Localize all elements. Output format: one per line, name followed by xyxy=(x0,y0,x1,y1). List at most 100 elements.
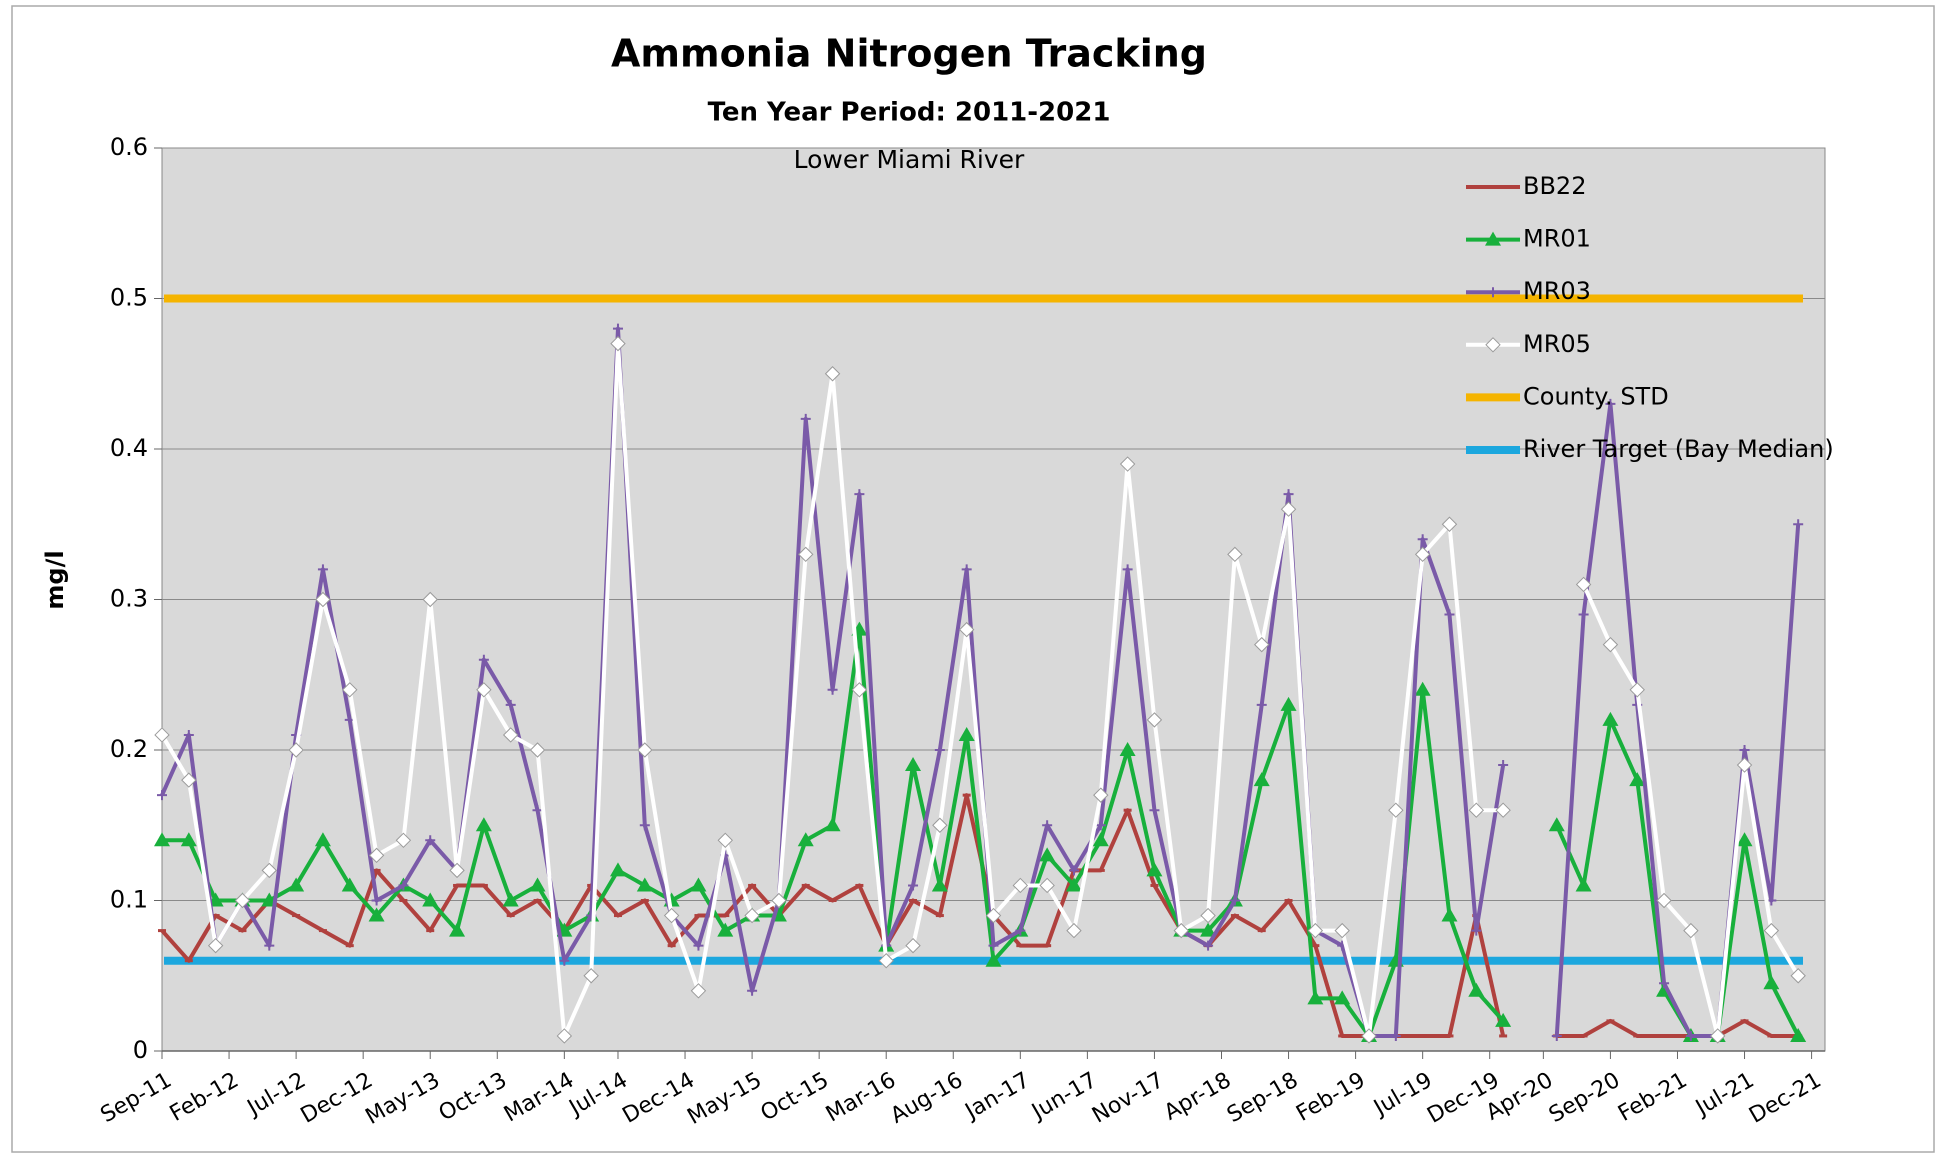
data-point xyxy=(425,835,436,846)
data-point xyxy=(1417,534,1428,545)
data-point xyxy=(1039,847,1056,862)
data-point xyxy=(1414,681,1431,696)
data-point xyxy=(1444,609,1455,620)
legend-label: MR03 xyxy=(1523,277,1591,305)
data-point xyxy=(1253,772,1270,787)
data-point xyxy=(478,654,489,665)
y-tick-label: 0 xyxy=(133,1036,148,1064)
data-point xyxy=(1227,546,1243,563)
legend-label: County. STD xyxy=(1523,382,1669,410)
data-point xyxy=(1119,456,1136,472)
data-point xyxy=(932,817,948,833)
data-point xyxy=(1495,802,1511,818)
data-point xyxy=(609,862,626,877)
data-point xyxy=(1254,636,1270,653)
data-point xyxy=(1575,877,1592,892)
data-point xyxy=(1441,516,1458,532)
data-point xyxy=(1256,699,1267,710)
data-point xyxy=(1390,1030,1401,1041)
data-point xyxy=(908,880,919,891)
data-point xyxy=(1763,975,1780,990)
data-point xyxy=(1334,922,1350,939)
data-point xyxy=(342,682,358,698)
data-point xyxy=(234,892,251,909)
data-point xyxy=(559,955,570,966)
data-point xyxy=(1659,978,1670,989)
data-point xyxy=(1790,1027,1807,1042)
data-point xyxy=(1146,862,1163,877)
legend-marker xyxy=(1485,337,1501,353)
data-point xyxy=(1629,682,1645,698)
data-point xyxy=(1283,489,1294,500)
annotation: Lower Miami River xyxy=(794,145,1025,174)
data-point xyxy=(1280,501,1297,517)
data-point xyxy=(1039,877,1055,894)
data-point xyxy=(827,684,838,695)
data-point xyxy=(449,922,466,937)
data-point xyxy=(505,699,516,710)
legend-label: MR01 xyxy=(1523,225,1591,253)
data-point xyxy=(154,832,170,847)
data-point xyxy=(717,832,733,849)
data-point xyxy=(1307,922,1324,939)
data-point xyxy=(1468,982,1485,997)
chart-subtitle: Ten Year Period: 2011-2021 xyxy=(708,98,1111,128)
data-point xyxy=(449,862,465,879)
data-point xyxy=(264,940,275,951)
data-point xyxy=(1575,576,1592,593)
data-point xyxy=(502,892,519,907)
data-point xyxy=(1042,820,1053,831)
data-point xyxy=(797,832,814,847)
data-point xyxy=(1441,907,1458,922)
data-point xyxy=(475,817,492,832)
data-point xyxy=(1685,1030,1696,1041)
data-point xyxy=(317,564,328,575)
data-point xyxy=(958,726,975,741)
chart-title: Ammonia Nitrogen Tracking xyxy=(611,32,1207,76)
data-point xyxy=(315,591,331,608)
data-point xyxy=(371,895,382,906)
data-point xyxy=(1149,805,1160,816)
y-axis-label: mg/l xyxy=(41,550,69,609)
data-point xyxy=(341,877,358,892)
data-point xyxy=(1710,1028,1726,1044)
y-tick-label: 0.4 xyxy=(110,434,148,462)
data-point xyxy=(988,940,999,951)
data-point xyxy=(1200,922,1217,937)
data-point xyxy=(1334,990,1351,1005)
data-point xyxy=(985,952,1002,967)
data-point xyxy=(690,877,707,892)
data-point xyxy=(180,832,197,847)
data-point xyxy=(1092,832,1109,847)
data-point xyxy=(1203,940,1214,951)
y-tick-label: 0.5 xyxy=(110,284,148,312)
data-point xyxy=(1361,1028,1377,1044)
legend-label: River Target (Bay Median) xyxy=(1523,435,1834,463)
data-point xyxy=(1629,772,1646,787)
data-point xyxy=(157,790,167,801)
data-point xyxy=(931,877,948,892)
data-point xyxy=(476,682,492,698)
data-point xyxy=(422,591,438,608)
legend-marker xyxy=(1488,287,1498,298)
data-point xyxy=(583,968,599,984)
data-point xyxy=(612,323,623,334)
data-point xyxy=(529,742,546,758)
data-point xyxy=(905,757,922,772)
data-point xyxy=(905,937,921,954)
data-point xyxy=(1307,990,1324,1005)
data-point xyxy=(1551,1030,1562,1041)
data-point xyxy=(744,907,760,924)
data-point xyxy=(1498,760,1509,771)
data-point xyxy=(717,922,734,937)
data-point xyxy=(1578,609,1589,620)
data-point xyxy=(639,820,650,831)
data-point xyxy=(1739,745,1750,755)
data-point xyxy=(961,564,972,575)
data-point xyxy=(532,805,543,816)
data-point xyxy=(288,877,305,892)
data-point xyxy=(1173,922,1189,939)
data-point xyxy=(1602,711,1619,726)
data-point xyxy=(398,880,409,891)
